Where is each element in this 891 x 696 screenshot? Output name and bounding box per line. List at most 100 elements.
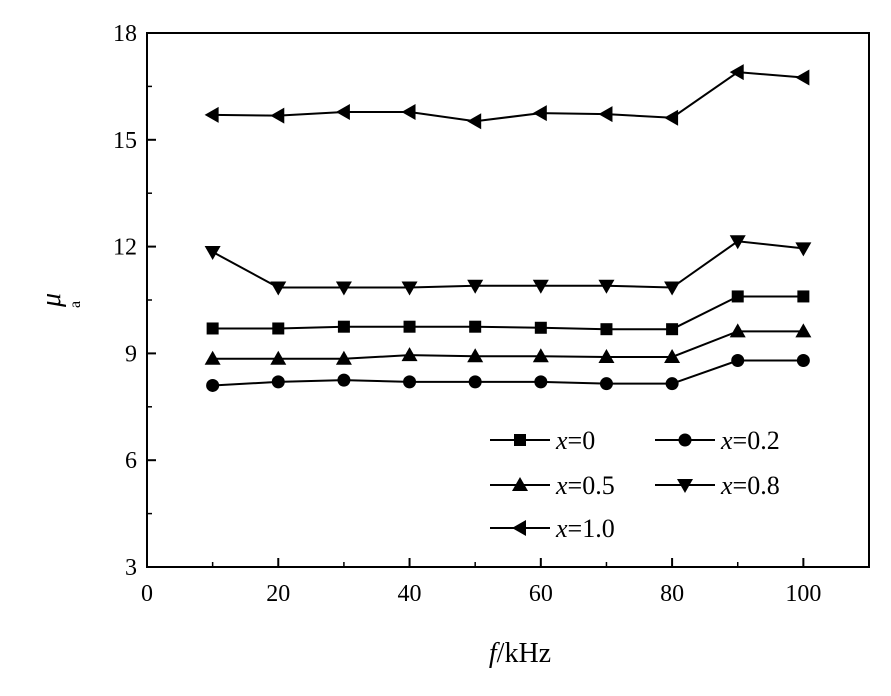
x-tick-label: 60 xyxy=(529,581,553,607)
legend-label: x=0.2 xyxy=(720,426,780,455)
data-point xyxy=(401,104,416,121)
data-point xyxy=(335,350,352,365)
x-axis-title: f/kHz xyxy=(489,638,551,669)
y-tick-label: 6 xyxy=(125,448,137,474)
data-point xyxy=(666,323,679,336)
data-point xyxy=(729,323,746,338)
legend-label-var: x xyxy=(720,426,733,455)
legend: x=0 x=0.2x=0.5 x=0.8x=1.0 xyxy=(490,426,780,543)
data-point xyxy=(403,320,416,333)
legend-label: x=1.0 xyxy=(555,514,615,543)
y-axis-title: μ a xyxy=(36,293,84,308)
axis-ticks: 0 20 40 60 80 100 3 6 9 12 15 18 xyxy=(113,21,821,607)
legend-item: x=0.2 xyxy=(655,426,780,455)
legend-marker xyxy=(514,434,526,446)
legend-label-var: x xyxy=(555,426,568,455)
data-point xyxy=(598,279,615,294)
legend-label-value: =1.0 xyxy=(568,514,615,543)
y-tick-label: 3 xyxy=(125,555,137,581)
legend-marker xyxy=(512,520,526,536)
data-point xyxy=(599,377,613,391)
legend-label: x=0 xyxy=(555,426,595,455)
data-point xyxy=(467,113,482,130)
data-point xyxy=(534,375,548,389)
data-point xyxy=(731,354,745,368)
x-axis-title-unit: /kHz xyxy=(497,638,551,669)
legend-label: x=0.8 xyxy=(720,471,780,500)
series-line xyxy=(212,359,804,387)
legend-label: x=0.5 xyxy=(555,471,615,500)
legend-label-value: =0.8 xyxy=(733,471,780,500)
data-point xyxy=(204,245,221,260)
data-point xyxy=(270,281,287,296)
y-tick-label: 9 xyxy=(125,341,137,367)
legend-item: x=0.8 xyxy=(655,471,780,500)
data-point xyxy=(206,322,219,335)
data-point xyxy=(534,321,547,334)
data-point xyxy=(664,281,681,296)
series-x=0.5 xyxy=(204,323,812,365)
data-point xyxy=(598,106,613,123)
x-tick-label: 100 xyxy=(785,581,821,607)
data-point xyxy=(795,69,810,86)
legend-label-value: =0.5 xyxy=(568,471,615,500)
series-x=0 xyxy=(206,290,810,336)
y-axis-title-sub: a xyxy=(67,301,84,308)
legend-label-var: x xyxy=(555,471,568,500)
data-point xyxy=(598,348,615,363)
data-point xyxy=(335,104,350,121)
data-point xyxy=(532,279,549,294)
legend-item: x=0.5 xyxy=(490,471,615,500)
series-line xyxy=(212,295,804,331)
legend-label-value: =0 xyxy=(568,426,596,455)
x-tick-label: 40 xyxy=(398,581,422,607)
data-point xyxy=(469,320,482,333)
legend-marker xyxy=(677,479,693,493)
legend-label-var: x xyxy=(555,514,568,543)
series-line xyxy=(212,330,804,360)
data-point xyxy=(532,348,549,363)
data-point xyxy=(795,323,812,338)
data-point xyxy=(401,281,418,296)
legend-item: x=0 xyxy=(490,426,595,455)
legend-marker xyxy=(678,433,692,447)
series-x=0.2 xyxy=(206,354,810,392)
data-point xyxy=(468,375,482,389)
data-point xyxy=(467,348,484,363)
data-point xyxy=(403,375,417,389)
y-axis-title-main: μ xyxy=(36,293,67,308)
legend-label-value: =0.2 xyxy=(733,426,780,455)
data-point xyxy=(600,323,613,336)
data-point xyxy=(664,109,679,126)
legend-item: x=1.0 xyxy=(490,514,615,543)
data-point xyxy=(729,235,746,250)
y-tick-label: 15 xyxy=(113,128,137,154)
x-tick-label: 20 xyxy=(266,581,290,607)
data-point xyxy=(270,107,285,124)
data-point xyxy=(272,322,285,335)
data-point xyxy=(665,377,679,391)
x-tick-label: 0 xyxy=(141,581,153,607)
series-line xyxy=(212,71,804,123)
legend-marker xyxy=(512,477,528,491)
data-point xyxy=(729,64,744,81)
data-point xyxy=(271,375,285,389)
data-point xyxy=(206,378,220,392)
y-tick-label: 12 xyxy=(113,235,137,261)
y-tick-label: 18 xyxy=(113,21,137,47)
series-x=1.0 xyxy=(204,64,810,130)
data-point xyxy=(467,279,484,294)
data-point xyxy=(335,281,352,296)
data-point xyxy=(401,347,418,362)
data-point xyxy=(337,373,351,387)
data-point xyxy=(795,242,812,257)
data-point xyxy=(664,348,681,363)
data-point xyxy=(532,105,547,122)
x-axis-title-var: f xyxy=(489,638,500,669)
data-point xyxy=(797,290,810,303)
data-point xyxy=(204,106,219,123)
data-point xyxy=(204,350,221,365)
data-point xyxy=(796,354,810,368)
